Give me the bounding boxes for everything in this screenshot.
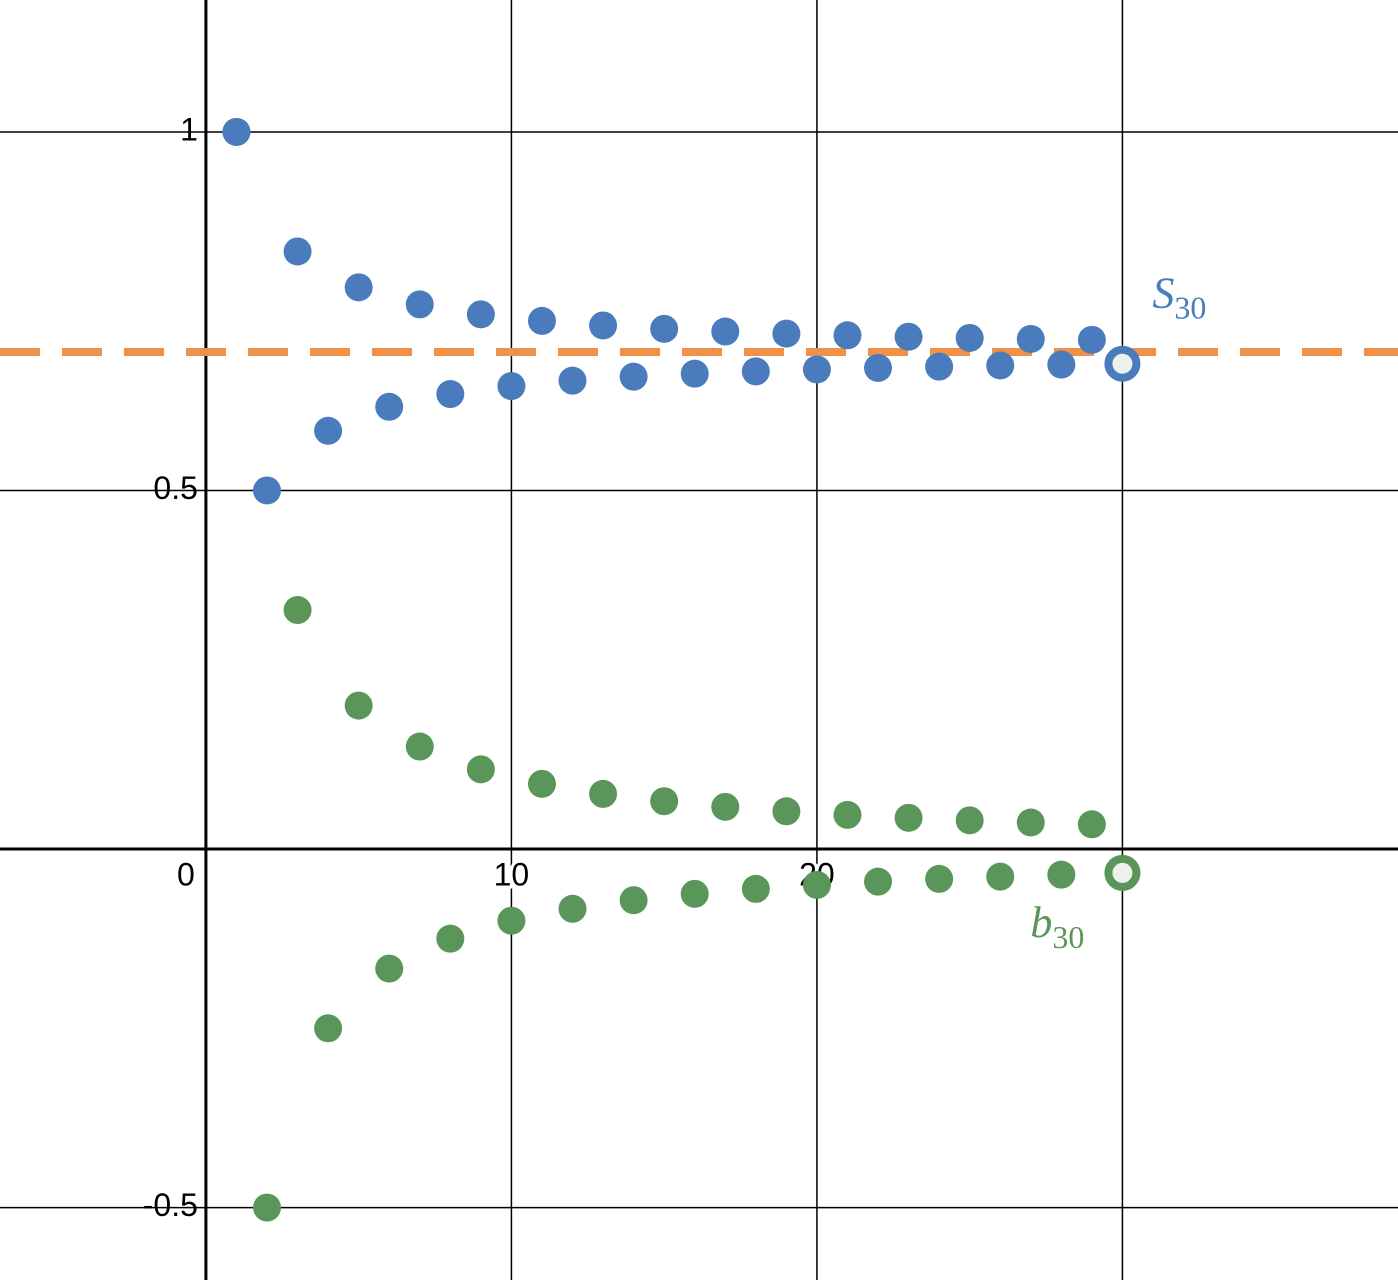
- point: [436, 924, 465, 953]
- point: [405, 290, 434, 319]
- point: [405, 732, 434, 761]
- point: [222, 117, 251, 146]
- point: [253, 1193, 282, 1222]
- point: [925, 352, 954, 381]
- x-tick-label: 10: [494, 856, 530, 892]
- point: [1016, 808, 1045, 837]
- y-tick-label: 1: [180, 111, 198, 147]
- point: [1047, 350, 1076, 379]
- point: [589, 311, 618, 340]
- point: [375, 392, 404, 421]
- point: [1104, 345, 1141, 382]
- point: [711, 792, 740, 821]
- point: [344, 691, 373, 720]
- point: [925, 864, 954, 893]
- point: [680, 359, 709, 388]
- point: [833, 321, 862, 350]
- point: [955, 323, 984, 352]
- point: [894, 322, 923, 351]
- point: [986, 351, 1015, 380]
- y-tick-label: -0.5: [143, 1187, 198, 1223]
- point: [589, 779, 618, 808]
- point: [466, 755, 495, 784]
- point: [650, 314, 679, 343]
- point: [375, 954, 404, 983]
- label-name: b: [1030, 898, 1052, 947]
- point: [711, 317, 740, 346]
- point: [772, 319, 801, 348]
- point: [558, 894, 587, 923]
- label-name: S: [1152, 269, 1174, 318]
- point: [955, 806, 984, 835]
- point: [283, 596, 312, 625]
- point: [986, 862, 1015, 891]
- point: [864, 867, 893, 896]
- point-label: b30: [1030, 898, 1084, 955]
- point: [619, 886, 648, 915]
- point: [833, 800, 862, 829]
- point-label: S30: [1152, 269, 1206, 326]
- point: [527, 306, 556, 335]
- point: [619, 362, 648, 391]
- point: [1077, 810, 1106, 839]
- point: [680, 879, 709, 908]
- point: [497, 906, 526, 935]
- point: [772, 797, 801, 826]
- point: [436, 380, 465, 409]
- point: [802, 870, 831, 899]
- point: [650, 787, 679, 816]
- point: [314, 416, 343, 445]
- label-subscript: 30: [1174, 290, 1206, 326]
- point: [283, 237, 312, 266]
- point: [466, 300, 495, 329]
- x-tick-label: 0: [177, 856, 195, 892]
- point: [314, 1014, 343, 1043]
- point: [1077, 325, 1106, 354]
- point: [344, 273, 373, 302]
- point: [894, 803, 923, 832]
- point: [741, 874, 770, 903]
- point: [1016, 324, 1045, 353]
- point: [497, 372, 526, 401]
- point: [864, 353, 893, 382]
- point: [253, 476, 282, 505]
- point: [1104, 854, 1141, 891]
- label-subscript: 30: [1052, 919, 1084, 955]
- point: [802, 355, 831, 384]
- point: [741, 357, 770, 386]
- point: [527, 769, 556, 798]
- point: [1047, 860, 1076, 889]
- y-tick-label: 0.5: [153, 470, 197, 506]
- point: [558, 366, 587, 395]
